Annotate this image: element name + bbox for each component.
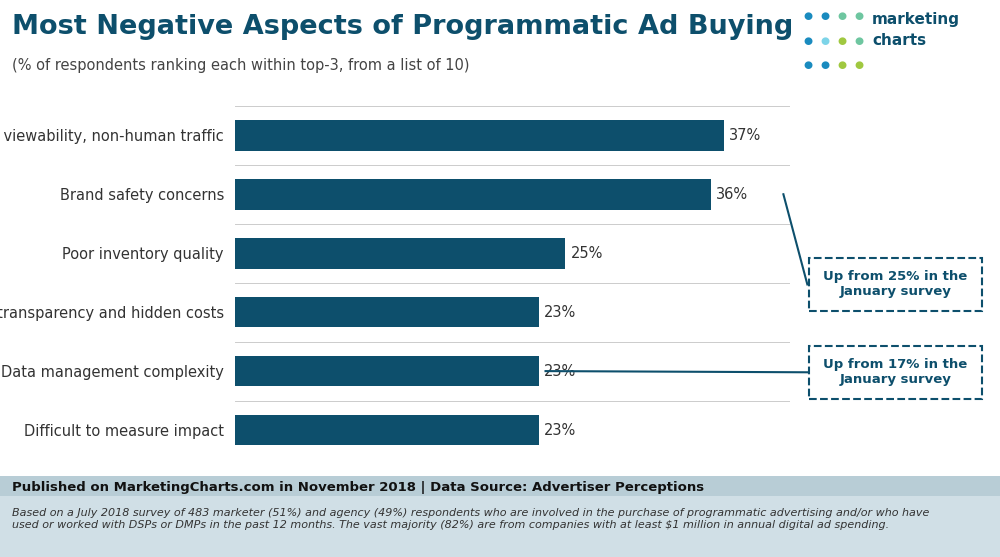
Text: 36%: 36%: [716, 187, 748, 202]
Text: 23%: 23%: [544, 423, 576, 438]
Bar: [235, 120, 724, 150]
Bar: [235, 297, 539, 328]
Text: ●: ●: [804, 11, 812, 21]
Text: Up from 17% in the
January survey: Up from 17% in the January survey: [823, 358, 968, 387]
Bar: [235, 238, 565, 268]
Text: ●: ●: [838, 36, 847, 46]
Text: Published on MarketingCharts.com in November 2018 | Data Source: Advertiser Perc: Published on MarketingCharts.com in Nove…: [12, 481, 704, 495]
Bar: [235, 179, 711, 209]
Text: ●: ●: [821, 60, 830, 70]
Text: 25%: 25%: [571, 246, 603, 261]
FancyBboxPatch shape: [809, 258, 982, 311]
FancyBboxPatch shape: [809, 346, 982, 399]
Text: ●: ●: [838, 11, 847, 21]
Bar: [235, 356, 539, 387]
Text: ●: ●: [838, 60, 847, 70]
Text: Based on a July 2018 survey of 483 marketer (51%) and agency (49%) respondents w: Based on a July 2018 survey of 483 marke…: [12, 509, 929, 530]
Text: 37%: 37%: [729, 128, 761, 143]
Text: ●: ●: [855, 36, 864, 46]
Text: ●: ●: [855, 60, 864, 70]
Text: Most Negative Aspects of Programmatic Ad Buying: Most Negative Aspects of Programmatic Ad…: [12, 14, 793, 40]
Text: ●: ●: [855, 11, 864, 21]
Text: ●: ●: [821, 36, 830, 46]
Text: 23%: 23%: [544, 364, 576, 379]
Text: ●: ●: [804, 36, 812, 46]
Text: Up from 25% in the
January survey: Up from 25% in the January survey: [823, 271, 968, 299]
Bar: [235, 415, 539, 446]
Text: ●: ●: [804, 60, 812, 70]
Text: (% of respondents ranking each within top-3, from a list of 10): (% of respondents ranking each within to…: [12, 58, 470, 74]
Text: ●: ●: [821, 11, 830, 21]
Text: marketing
charts: marketing charts: [872, 12, 960, 48]
Text: 23%: 23%: [544, 305, 576, 320]
